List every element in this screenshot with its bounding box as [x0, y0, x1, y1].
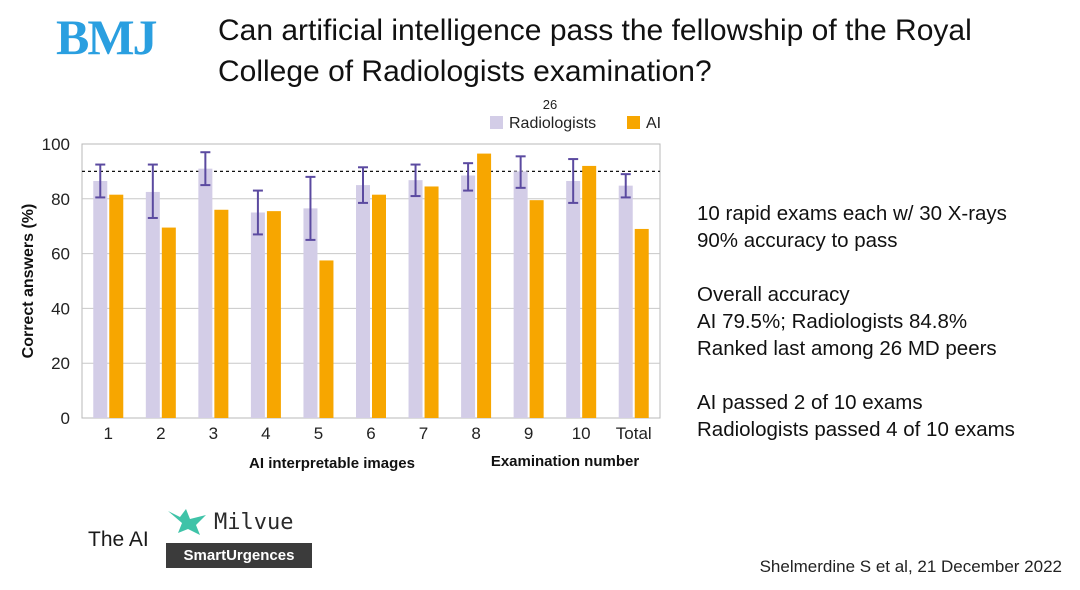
bar-radiologists: [461, 175, 476, 418]
notes-group: 10 rapid exams each w/ 30 X-rays 90% acc…: [697, 200, 1077, 254]
bar-radiologists: [93, 180, 108, 418]
y-tick-label: 20: [51, 354, 70, 373]
bar-radiologists: [513, 171, 528, 418]
citation: Shelmerdine S et al, 21 December 2022: [759, 557, 1062, 576]
bar-ai: [477, 153, 492, 418]
bar-radiologists: [198, 168, 213, 418]
y-tick-label: 40: [51, 299, 70, 318]
bar-ai: [161, 227, 176, 418]
notes-panel: 10 rapid exams each w/ 30 X-rays 90% acc…: [697, 200, 1077, 470]
bar-ai: [266, 211, 281, 418]
bar-ai: [372, 194, 386, 418]
bar-radiologists: [618, 185, 633, 418]
bmj-logo: BMJ: [56, 9, 158, 65]
x-tick-label: Total: [616, 424, 652, 443]
note-line: Ranked last among 26 MD peers: [697, 337, 997, 360]
bar-ai: [634, 228, 649, 418]
slide-title: Can artificial intelligence pass the fel…: [218, 14, 972, 88]
bar-radiologists: [356, 185, 370, 418]
bar-ai: [214, 209, 229, 418]
bar-ai: [529, 200, 544, 418]
note-line: Radiologists passed 4 of 10 exams: [697, 418, 1015, 441]
x-tick-label: 9: [524, 424, 533, 443]
bar-ai: [319, 260, 334, 418]
smarturgences-badge: SmartUrgences: [166, 543, 312, 568]
y-axis-label: Correct answers (%): [20, 204, 37, 359]
bar-ai: [582, 165, 597, 418]
x-tick-label: 5: [314, 424, 323, 443]
legend-label-radiologists: Radiologists: [509, 115, 596, 132]
note-line: AI 79.5%; Radiologists 84.8%: [697, 310, 968, 333]
bar-radiologists: [566, 180, 581, 418]
bar-chart: 0 20 40 60 80 100 1 2 3 4 5 6 7 8 9 10 Total Correct answ…: [20, 97, 661, 472]
x-tick-label: 8: [471, 424, 480, 443]
x-tick-label: 3: [209, 424, 218, 443]
bar-ai: [424, 186, 439, 418]
y-tick-label: 100: [42, 135, 70, 154]
y-tick-label: 80: [51, 190, 70, 209]
y-tick-label: 60: [51, 245, 70, 264]
x-tick-label: 6: [366, 424, 375, 443]
x-tick-label: 10: [572, 424, 591, 443]
legend-label-ai: AI: [646, 115, 661, 132]
bar-radiologists: [250, 212, 265, 418]
note-line: AI passed 2 of 10 exams: [697, 391, 923, 414]
bar-ai: [109, 194, 124, 418]
y-tick-label: 0: [61, 409, 70, 428]
x-axis-label-right: Examination number: [491, 453, 640, 470]
x-tick-label: 2: [156, 424, 165, 443]
legend-swatch-ai: [627, 116, 640, 129]
note-line: 10 rapid exams each w/ 30 X-rays: [697, 202, 1007, 225]
ai-label: The AI: [88, 528, 149, 551]
legend-count: 26: [543, 97, 557, 112]
note-line: Overall accuracy: [697, 283, 850, 306]
bar-radiologists: [303, 208, 318, 418]
x-axis-label-left: AI interpretable images: [249, 455, 415, 472]
x-tick-label: 1: [104, 424, 113, 443]
legend-swatch-radiologists: [490, 116, 503, 129]
notes-group: Overall accuracy AI 79.5%; Radiologists …: [697, 281, 1077, 362]
milvue-brand-name: Milvue: [214, 510, 294, 535]
note-line: 90% accuracy to pass: [697, 229, 898, 252]
notes-group: AI passed 2 of 10 exams Radiologists pas…: [697, 389, 1077, 443]
x-tick-label: 7: [419, 424, 428, 443]
x-tick-label: 4: [261, 424, 270, 443]
milvue-bird-icon: [168, 509, 206, 535]
bar-radiologists: [408, 180, 423, 418]
bar-radiologists: [145, 191, 160, 418]
plot-frame: [81, 143, 661, 419]
